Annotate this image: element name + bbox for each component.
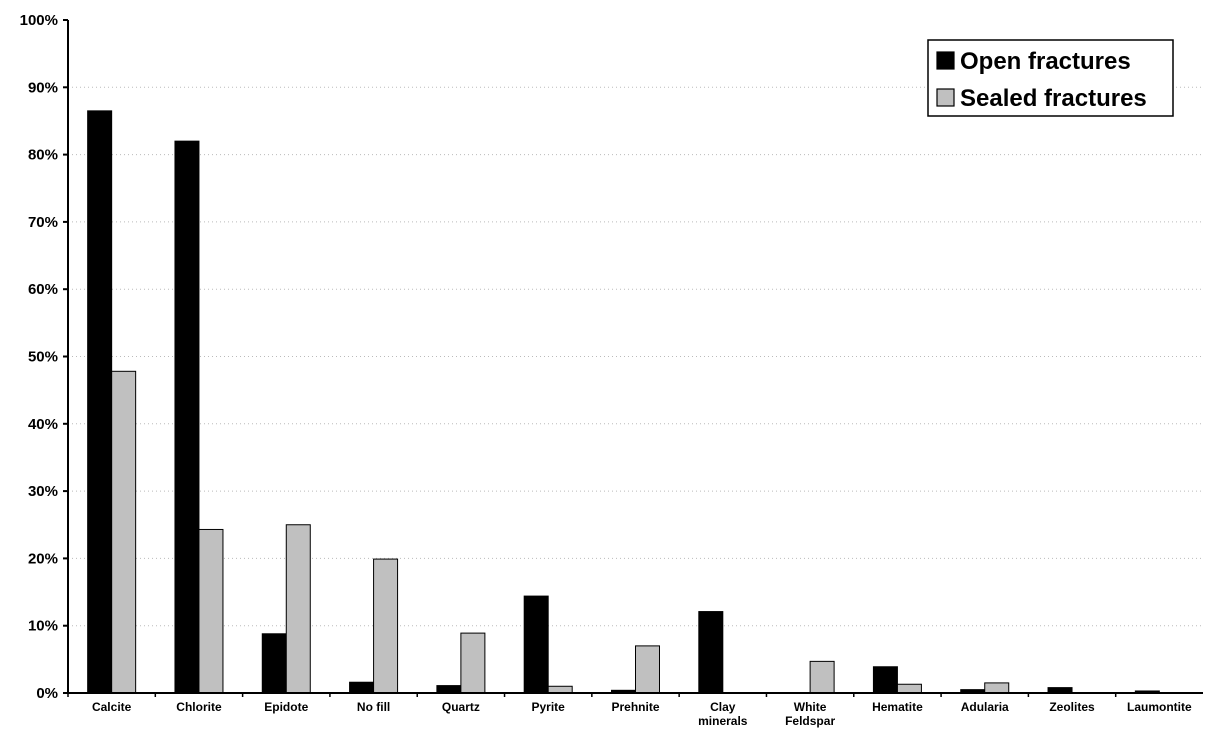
bar-sealed-adularia: [984, 682, 1010, 694]
x-category-label: Pyrite: [532, 700, 566, 714]
bar-open-epidote: [261, 633, 287, 694]
y-tick-label: 60%: [28, 281, 58, 298]
y-tick-label: 90%: [28, 79, 58, 96]
x-category-label: Zeolites: [1049, 700, 1095, 714]
bar-sealed-pyrite: [547, 685, 573, 694]
bar-sealed-chlorite: [198, 528, 224, 694]
x-category-label: Laumontite: [1127, 700, 1192, 714]
bar-open-hematite: [872, 666, 898, 694]
legend-label-open: Open fractures: [960, 48, 1131, 75]
x-axis-category-labels: Calcite Chlorite Epidote No fill Quartz Pyrit…: [67, 693, 1192, 728]
y-tick-label: 70%: [28, 214, 58, 231]
axes: [67, 20, 1203, 694]
x-category-label: White: [794, 700, 827, 714]
x-category-label: Chlorite: [176, 700, 222, 714]
bars: [87, 110, 1160, 694]
x-category-label: Prehnite: [611, 700, 659, 714]
legend-swatch-sealed: [936, 88, 955, 107]
x-category-label: Quartz: [442, 700, 480, 714]
legend-label-sealed: Sealed fractures: [960, 85, 1147, 112]
x-category-label: Clay: [710, 700, 736, 714]
gridlines: [68, 86, 1203, 627]
y-tick-label: 80%: [28, 147, 58, 164]
bar-open-calcite: [87, 110, 113, 694]
x-category-label: Hematite: [872, 700, 923, 714]
bar-sealed-quartz: [460, 632, 486, 694]
bar-sealed-white-feldspar: [809, 660, 835, 694]
bar-open-pyrite: [523, 595, 549, 694]
y-tick-label: 40%: [28, 416, 58, 433]
x-category-label: Calcite: [92, 700, 132, 714]
y-tick-label: 30%: [28, 483, 58, 500]
x-category-label: Epidote: [264, 700, 308, 714]
y-tick-label: 50%: [28, 349, 58, 366]
legend-box: [927, 39, 1174, 117]
bar-sealed-no-fill: [373, 558, 399, 694]
y-tick-label: 20%: [28, 550, 58, 567]
x-category-label: Feldspar: [785, 714, 835, 728]
bar-sealed-calcite: [111, 370, 137, 694]
x-category-label: Adularia: [961, 700, 1009, 714]
x-category-label: No fill: [357, 700, 390, 714]
bar-sealed-epidote: [285, 524, 311, 694]
y-tick-label: 10%: [28, 618, 58, 635]
bar-open-no-fill: [349, 681, 375, 694]
legend-swatch-open: [936, 51, 955, 70]
y-axis-tick-labels: 0% 10% 20% 30% 40% 50% 60% 70% 80% 90% 100%: [20, 12, 68, 702]
x-category-label: minerals: [698, 714, 748, 728]
y-tick-label: 100%: [20, 12, 58, 29]
bar-sealed-prehnite: [635, 645, 660, 694]
bar-open-quartz: [436, 685, 462, 694]
bar-open-chlorite: [174, 140, 200, 694]
legend: Open fractures Sealed fractures: [927, 39, 1174, 117]
y-tick-label: 0%: [36, 685, 58, 702]
bar-sealed-hematite: [896, 683, 922, 694]
bar-open-clay-minerals: [698, 611, 724, 694]
